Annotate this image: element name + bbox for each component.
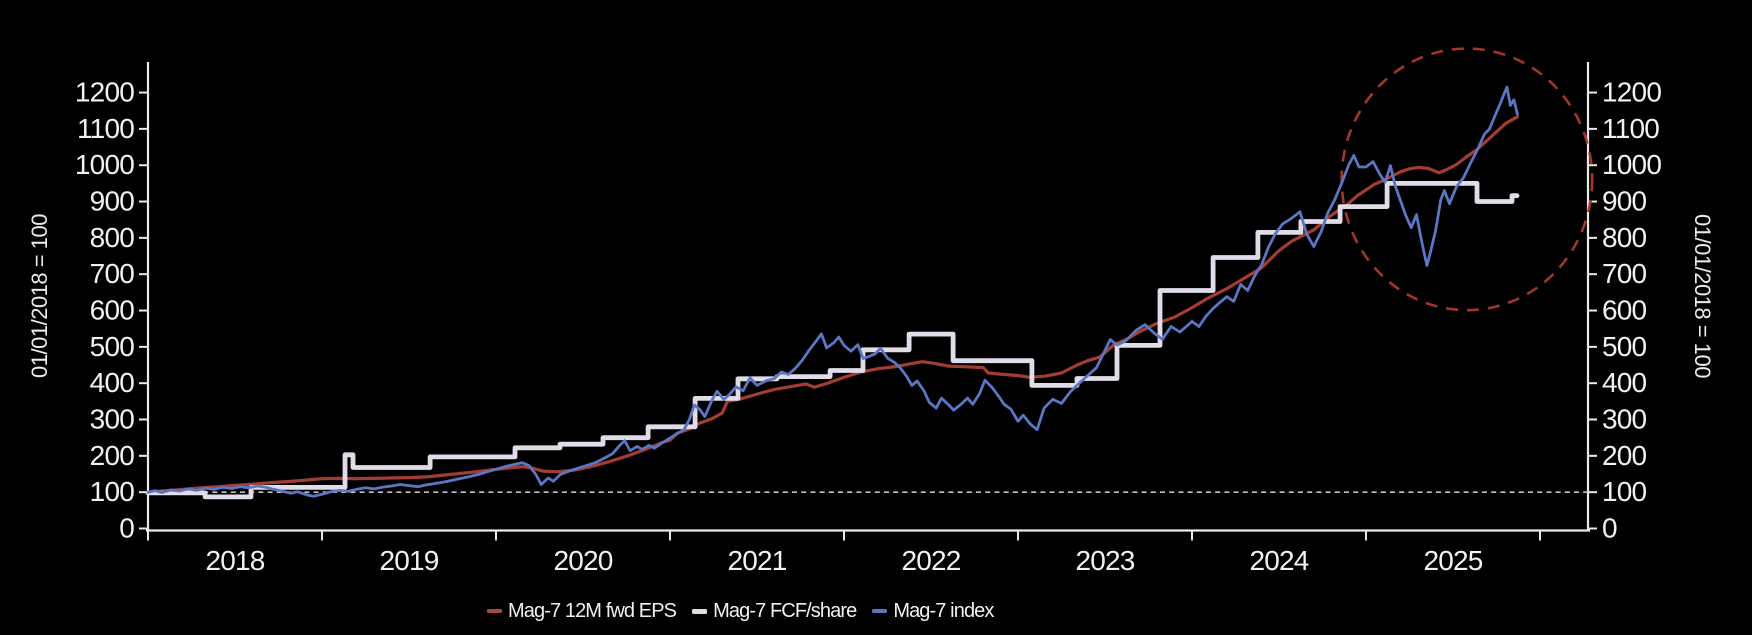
x-year-label: 2023 (1075, 545, 1134, 576)
y-tick-label-left: 200 (90, 440, 135, 471)
y-tick-label-right: 800 (1602, 222, 1647, 253)
legend: Mag-7 12M fwd EPS Mag-7 FCF/share Mag-7 … (487, 597, 1004, 625)
y-tick-label-left: 700 (90, 258, 135, 289)
fcf-line-swatch-icon (692, 608, 708, 614)
x-year-label: 2019 (379, 545, 438, 576)
x-year-label: 2021 (727, 545, 786, 576)
y-tick-label-right: 1100 (1602, 113, 1659, 144)
eps-line-swatch-icon (487, 609, 502, 613)
y-tick-label-left: 300 (90, 404, 135, 435)
legend-item-index: Mag-7 index (872, 599, 994, 623)
y-tick-label-left: 0 (119, 513, 134, 544)
y-tick-label-right: 200 (1602, 440, 1647, 471)
series-mag-7-index-line (146, 85, 1519, 498)
y-tick-label-left: 800 (90, 222, 135, 253)
y-tick-label-right: 400 (1602, 367, 1647, 398)
highlight-circle (1340, 47, 1594, 312)
x-year-label: 2022 (901, 545, 960, 576)
index-line-swatch-icon (872, 609, 888, 613)
x-year-label: 2025 (1423, 545, 1482, 576)
legend-label-eps: Mag-7 12M fwd EPS (508, 599, 677, 622)
y-tick-label-left: 1100 (77, 113, 134, 144)
y-tick-label-right: 100 (1602, 476, 1647, 507)
x-year-label: 2020 (553, 545, 612, 576)
y-tick-label-right: 700 (1602, 258, 1647, 289)
legend-item-fcf: Mag-7 FCF/share (692, 599, 857, 623)
series-mag-7-12m-fwd-eps-line (146, 115, 1519, 494)
legend-item-eps: Mag-7 12M fwd EPS (487, 599, 677, 623)
y-tick-label-right: 300 (1602, 404, 1647, 435)
x-year-label: 2024 (1249, 545, 1308, 576)
y-tick-label-right: 0 (1602, 513, 1617, 544)
y-tick-label-left: 900 (90, 186, 135, 217)
y-tick-label-right: 900 (1602, 186, 1647, 217)
legend-label-index: Mag-7 index (893, 599, 994, 622)
y-tick-label-right: 1000 (1602, 149, 1661, 180)
y-tick-label-left: 500 (90, 331, 135, 362)
y-tick-label-left: 100 (90, 476, 135, 507)
x-year-label: 2018 (205, 545, 264, 576)
legend-label-fcf: Mag-7 FCF/share (713, 599, 857, 622)
series-mag-7-fcf-share-line (145, 181, 1520, 500)
y-tick-label-right: 500 (1602, 331, 1647, 362)
y-tick-label-left: 400 (90, 367, 135, 398)
right-axis-title: 01/01/2018 = 100 (1690, 214, 1715, 378)
y-tick-label-left: 1000 (75, 149, 134, 180)
y-tick-label-right: 1200 (1602, 77, 1661, 108)
y-tick-label-right: 600 (1602, 295, 1647, 326)
left-axis-title: 01/01/2018 = 100 (27, 214, 52, 378)
y-tick-label-left: 1200 (75, 77, 134, 108)
y-tick-label-left: 600 (90, 295, 135, 326)
